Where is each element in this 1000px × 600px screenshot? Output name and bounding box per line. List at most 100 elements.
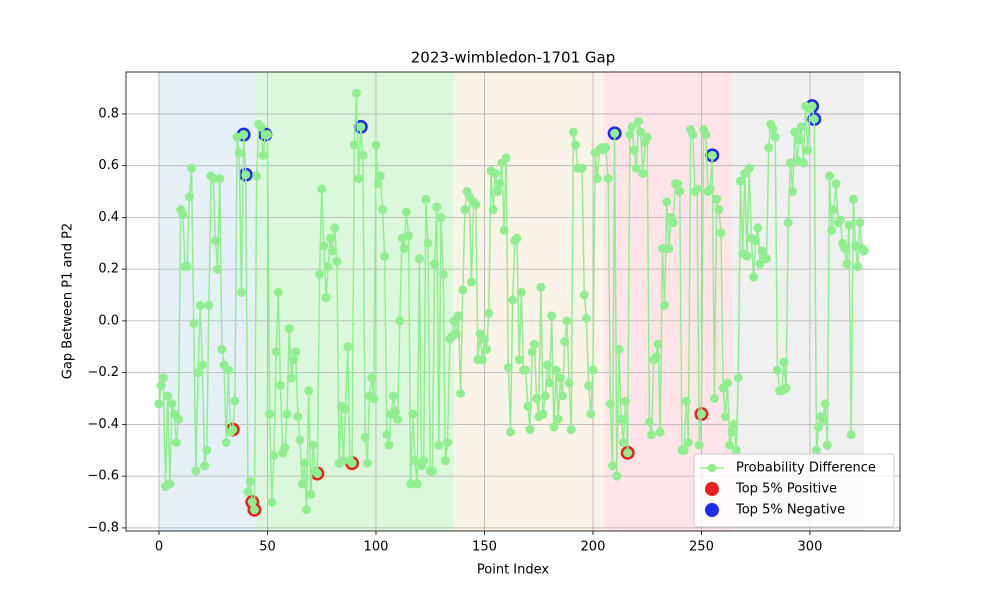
point-marker (375, 171, 385, 181)
point-marker (527, 347, 537, 357)
point-marker (477, 355, 487, 365)
point-marker (551, 365, 561, 375)
point-marker (516, 287, 526, 297)
point-marker (712, 194, 722, 204)
point-marker (330, 223, 340, 233)
point-marker (696, 409, 706, 419)
point-marker (553, 414, 563, 424)
point-marker (577, 163, 587, 173)
point-marker (178, 210, 188, 220)
point-marker (768, 124, 778, 134)
point-marker (360, 432, 370, 442)
point-marker (393, 414, 403, 424)
point-marker (230, 396, 240, 406)
point-marker (243, 487, 253, 497)
y-axis-label: Gap Between P1 and P2 (61, 223, 76, 379)
point-marker (167, 399, 177, 409)
point-marker (213, 264, 223, 274)
chart-title: 2023-wimbledon-1701 Gap (411, 49, 615, 67)
point-marker (197, 360, 207, 370)
point-marker (579, 290, 589, 300)
point-marker (610, 128, 620, 138)
point-marker (662, 197, 672, 207)
point-marker (722, 378, 732, 388)
point-marker (236, 287, 246, 297)
point-marker (853, 262, 863, 272)
point-marker (727, 427, 737, 437)
point-marker (592, 174, 602, 184)
point-marker (532, 394, 542, 404)
point-marker (174, 414, 184, 424)
point-marker (616, 414, 626, 424)
point-marker (239, 130, 249, 140)
point-marker (267, 497, 277, 507)
point-marker (625, 130, 635, 140)
point-marker (842, 259, 852, 269)
point-marker (247, 497, 257, 507)
point-marker (794, 135, 804, 145)
point-marker (204, 300, 214, 310)
point-marker (623, 448, 633, 458)
point-marker (627, 122, 637, 132)
point-marker (308, 440, 318, 450)
point-marker (679, 445, 689, 455)
point-marker (293, 412, 303, 422)
point-marker (404, 231, 414, 241)
point-marker (280, 443, 290, 453)
point-marker (642, 132, 652, 142)
point-marker (683, 438, 693, 448)
point-marker (781, 383, 791, 393)
point-marker (521, 365, 531, 375)
legend-label: Top 5% Negative (735, 503, 845, 518)
y-tick-label: −0.8 (87, 520, 119, 535)
point-marker (855, 218, 865, 228)
point-marker (644, 417, 654, 427)
point-marker (328, 246, 338, 256)
point-marker (603, 174, 613, 184)
point-marker (753, 223, 763, 233)
point-marker (545, 378, 555, 388)
point-marker (440, 456, 450, 466)
point-marker (284, 324, 294, 334)
y-tick-label: 0.4 (98, 210, 119, 225)
point-marker (458, 285, 468, 295)
point-marker (681, 396, 691, 406)
point-marker (790, 127, 800, 137)
point-marker (848, 194, 858, 204)
point-marker (241, 170, 251, 180)
point-marker (499, 225, 509, 235)
point-marker (829, 205, 839, 215)
point-marker (770, 132, 780, 142)
point-marker (612, 471, 622, 481)
point-marker (822, 440, 832, 450)
point-marker (482, 344, 492, 354)
point-marker (423, 238, 433, 248)
point-marker (410, 456, 420, 466)
point-marker (540, 391, 550, 401)
point-marker (588, 365, 598, 375)
x-tick-label: 200 (581, 540, 606, 555)
y-tick-label: 0.8 (98, 106, 119, 121)
point-marker (824, 171, 834, 181)
point-marker (408, 409, 418, 419)
point-marker (282, 409, 292, 419)
point-marker (614, 344, 624, 354)
point-marker (208, 174, 218, 184)
point-marker (289, 355, 299, 365)
point-marker (709, 394, 719, 404)
point-marker (438, 269, 448, 279)
point-marker (796, 122, 806, 132)
point-marker (731, 445, 741, 455)
x-tick-label: 100 (364, 540, 389, 555)
point-marker (820, 399, 830, 409)
point-marker (798, 158, 808, 168)
point-marker (265, 409, 275, 419)
point-marker (492, 187, 502, 197)
point-marker (638, 168, 648, 178)
point-marker (419, 456, 429, 466)
point-marker (302, 505, 312, 515)
point-marker (217, 344, 227, 354)
point-marker (725, 440, 735, 450)
point-marker (664, 243, 674, 253)
